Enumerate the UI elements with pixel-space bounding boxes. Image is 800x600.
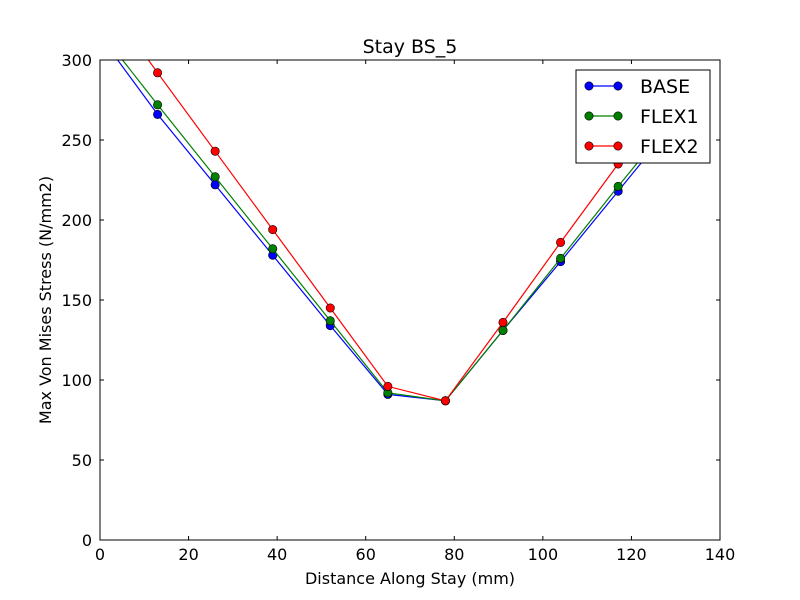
data-point-flex1: [210, 172, 220, 182]
axis-ticks: 0 20 40 60 80 100 120 140 0 50 100 150 200 250 300: [61, 51, 735, 564]
x-tick-label: 100: [528, 545, 559, 564]
y-tick-label: 150: [61, 291, 92, 310]
x-tick-label: 140: [705, 545, 736, 564]
data-point-base: [210, 180, 220, 190]
x-tick-label: 80: [444, 545, 464, 564]
data-point-flex2: [498, 317, 508, 327]
data-point-flex2: [383, 381, 393, 391]
y-tick-label: 0: [82, 531, 92, 550]
data-point-flex2: [268, 225, 278, 235]
data-point-flex1: [153, 100, 163, 110]
data-point-flex1: [325, 316, 335, 326]
data-point-flex2: [210, 146, 220, 156]
legend-marker-flex2: [584, 141, 594, 151]
y-tick-label: 300: [61, 51, 92, 70]
x-axis-title: Distance Along Stay (mm): [305, 569, 515, 588]
data-point-base: [96, 32, 104, 40]
legend-entry-flex2: FLEX2: [584, 136, 699, 158]
legend-entry-flex1: FLEX1: [584, 106, 699, 128]
data-point-flex2: [556, 237, 566, 247]
x-tick-label: 120: [616, 545, 647, 564]
legend-marker-flex1: [613, 111, 623, 121]
data-point-flex1: [96, 27, 104, 35]
chart-title: Stay BS_5: [363, 36, 458, 58]
legend: BASE FLEX1 FLEX2: [575, 69, 711, 164]
y-tick-label: 250: [61, 131, 92, 150]
y-tick-label: 50: [72, 451, 92, 470]
y-tick-label: 100: [61, 371, 92, 390]
data-point-flex2: [440, 396, 450, 406]
plot-frame: [99, 59, 721, 541]
data-point-base: [153, 109, 163, 119]
x-tick-label: 0: [95, 545, 105, 564]
series-layer: [96, 27, 681, 406]
x-tick-label: 20: [178, 545, 198, 564]
x-tick-label: 60: [356, 545, 376, 564]
data-point-flex2: [153, 68, 163, 78]
x-tick-label: 40: [267, 545, 287, 564]
y-tick-label: 200: [61, 211, 92, 230]
legend-label-flex2: FLEX2: [640, 136, 699, 158]
data-point-flex2: [325, 303, 335, 313]
data-point-flex1: [613, 181, 623, 191]
data-point-flex1: [498, 325, 508, 335]
y-axis-title: Max Von Mises Stress (N/mm2): [36, 176, 55, 424]
legend-marker-base: [584, 81, 594, 91]
legend-label-base: BASE: [640, 76, 690, 98]
legend-marker-flex2: [613, 141, 623, 151]
data-point-flex1: [556, 253, 566, 263]
legend-marker-flex1: [584, 111, 594, 121]
legend-label-flex1: FLEX1: [640, 106, 699, 128]
data-point-flex1: [268, 244, 278, 254]
legend-marker-base: [613, 81, 623, 91]
legend-entry-base: BASE: [584, 76, 690, 98]
